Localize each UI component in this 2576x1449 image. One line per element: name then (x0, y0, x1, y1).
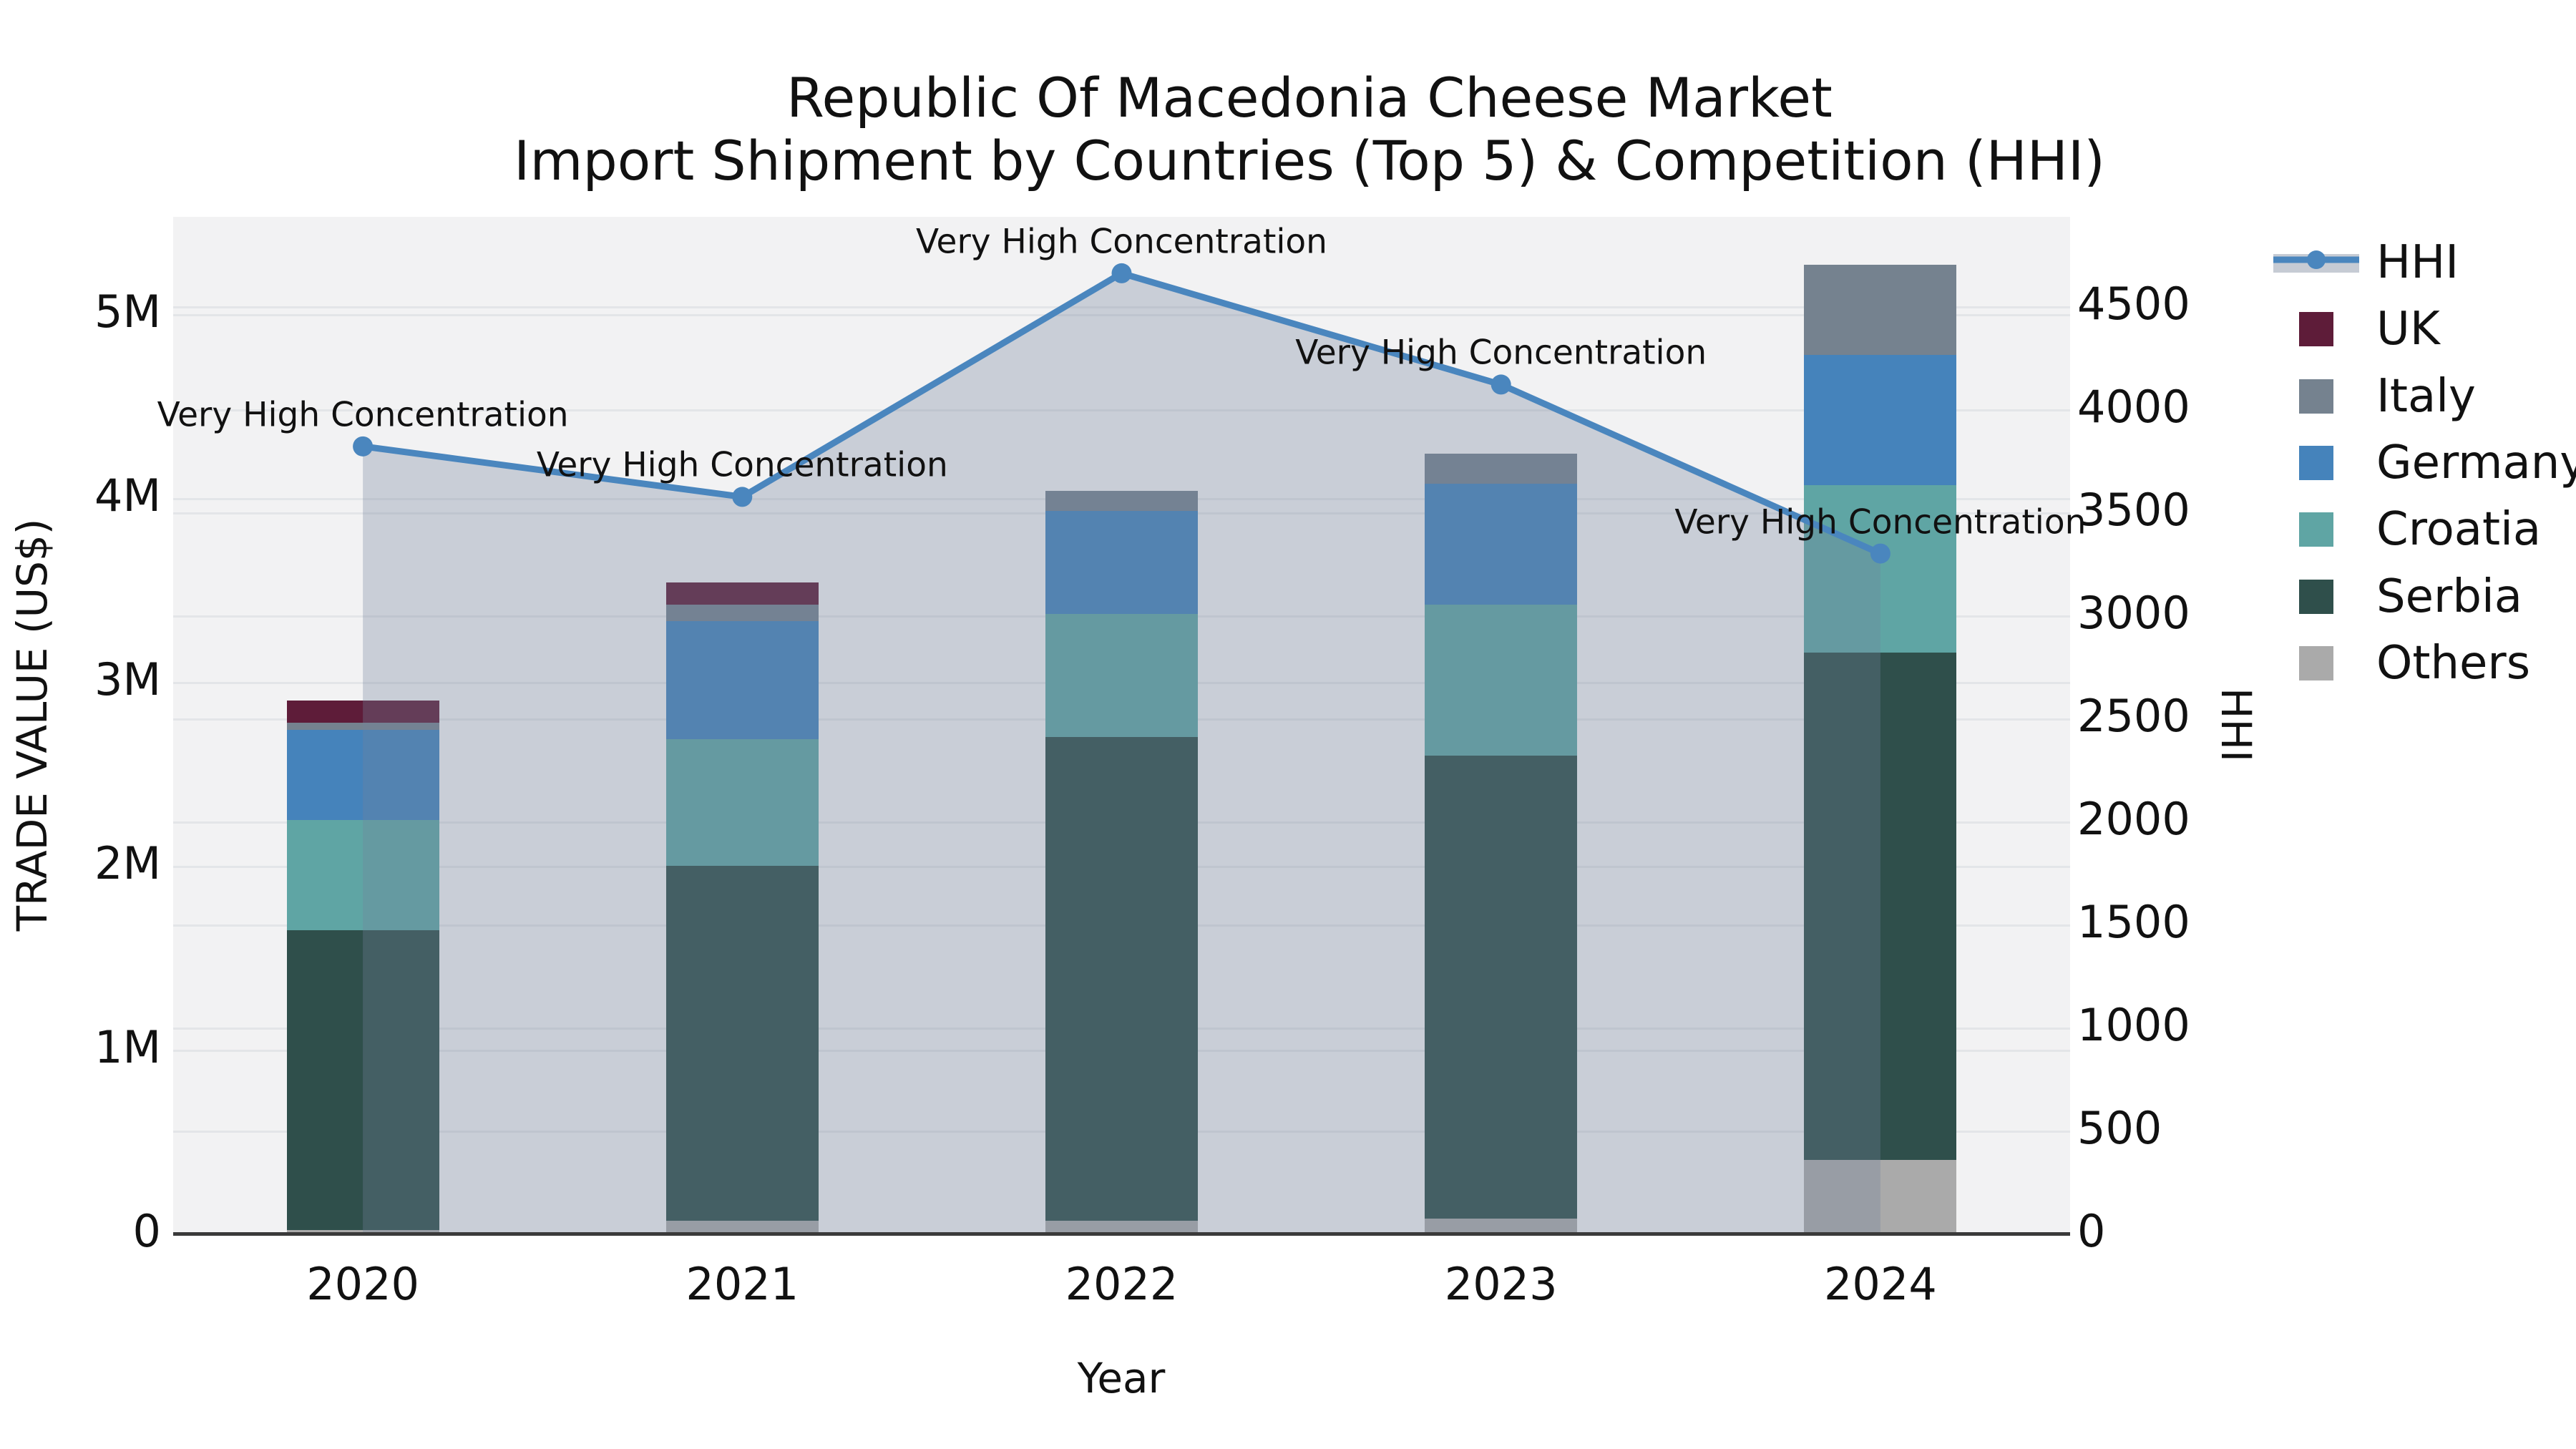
bar-segment-others-2022 (1045, 1221, 1198, 1234)
hhi-marker-2022 (1111, 263, 1132, 283)
y-right-tick-1500: 1500 (2077, 895, 2190, 948)
legend-label-others: Others (2376, 636, 2531, 690)
bar-segment-croatia-2020 (286, 819, 439, 930)
hhi-gridline (173, 306, 2070, 308)
bar-segment-others-2021 (665, 1221, 819, 1234)
bar-segment-germany-2023 (1425, 483, 1578, 605)
legend-label-italy: Italy (2376, 369, 2476, 423)
y-left-tick-3M: 3M (94, 653, 161, 706)
hhi-annotation-2020: Very High Concentration (157, 395, 569, 435)
bar-segment-italy-2021 (665, 605, 819, 622)
bar-segment-italy-2022 (1045, 490, 1198, 512)
bar-segment-croatia-2023 (1425, 605, 1578, 756)
hhi-annotation-2024: Very High Concentration (1674, 502, 2087, 542)
y-right-tick-1000: 1000 (2077, 998, 2190, 1051)
y-left-tick-0: 0 (132, 1205, 161, 1257)
y-right-tick-500: 500 (2077, 1101, 2162, 1154)
y-right-tick-2000: 2000 (2077, 792, 2190, 845)
legend-item-hhi: HHI (2273, 229, 2574, 296)
bar-segment-germany-2024 (1804, 354, 1957, 486)
bar-segment-serbia-2024 (1804, 653, 1957, 1161)
y-left-tick-5M: 5M (94, 286, 161, 338)
y-axis-right-title: HHI (2212, 687, 2260, 763)
legend-item-others: Others (2273, 630, 2574, 697)
bar-segment-serbia-2020 (286, 930, 439, 1230)
bar-segment-uk-2021 (665, 582, 819, 605)
x-tick-2022: 2022 (1065, 1258, 1179, 1310)
legend-label-croatia: Croatia (2376, 503, 2542, 557)
bar-segment-germany-2020 (286, 729, 439, 820)
legend-label-hhi: HHI (2376, 236, 2459, 289)
y-right-tick-3000: 3000 (2077, 586, 2190, 639)
germany-legend-swatch-icon (2299, 445, 2333, 480)
legend-item-serbia: Serbia (2273, 563, 2574, 630)
legend-item-italy: Italy (2273, 363, 2574, 430)
hhi-legend-swatch-icon (2273, 245, 2359, 280)
legend-label-serbia: Serbia (2376, 570, 2522, 623)
y-right-tick-4000: 4000 (2077, 380, 2190, 433)
bar-segment-italy-2023 (1425, 454, 1578, 484)
hhi-gridline (173, 409, 2070, 411)
bar-segment-others-2024 (1804, 1160, 1957, 1234)
bar-segment-italy-2024 (1804, 264, 1957, 355)
legend-item-uk: UK (2273, 296, 2574, 363)
y-left-tick-4M: 4M (94, 469, 161, 522)
bar-segment-italy-2020 (286, 722, 439, 730)
bar-segment-serbia-2023 (1425, 755, 1578, 1219)
hhi-marker-2021 (732, 487, 753, 507)
legend-label-germany: Germany (2376, 436, 2576, 489)
x-tick-2023: 2023 (1444, 1258, 1558, 1310)
x-axis-line (173, 1232, 2070, 1236)
y-right-tick-3500: 3500 (2077, 483, 2190, 536)
y-right-tick-2500: 2500 (2077, 689, 2190, 742)
bar-segment-uk-2020 (286, 700, 439, 723)
hhi-marker-2023 (1491, 374, 1511, 395)
hhi-marker-2024 (1870, 543, 1890, 564)
y-right-tick-4500: 4500 (2077, 277, 2190, 330)
y-axis-left-title: TRADE VALUE (US$) (8, 518, 57, 932)
uk-legend-swatch-icon (2299, 312, 2333, 347)
italy-legend-swatch-icon (2299, 379, 2333, 414)
others-legend-swatch-icon (2299, 645, 2333, 680)
legend-item-croatia: Croatia (2273, 496, 2574, 563)
bar-segment-others-2020 (286, 1229, 439, 1234)
hhi-annotation-2022: Very High Concentration (916, 222, 1327, 262)
bar-segment-others-2023 (1425, 1219, 1578, 1234)
legend-label-uk: UK (2376, 303, 2440, 356)
y-left-tick-1M: 1M (94, 1021, 161, 1074)
croatia-legend-swatch-icon (2299, 512, 2333, 547)
legend-item-germany: Germany (2273, 429, 2576, 497)
x-tick-2021: 2021 (686, 1258, 799, 1310)
hhi-area-fill (363, 273, 1880, 1234)
bar-segment-germany-2022 (1045, 511, 1198, 615)
hhi-marker-2020 (353, 436, 374, 457)
bar-segment-croatia-2024 (1804, 485, 1957, 653)
x-axis-title: Year (1077, 1354, 1166, 1402)
bar-segment-germany-2021 (665, 621, 819, 739)
hhi-annotation-2023: Very High Concentration (1295, 333, 1707, 373)
x-tick-2024: 2024 (1823, 1258, 1937, 1310)
bar-segment-croatia-2022 (1045, 614, 1198, 738)
y-left-tick-2M: 2M (94, 837, 161, 890)
hhi-annotation-2021: Very High Concentration (536, 445, 948, 485)
x-tick-2020: 2020 (306, 1258, 419, 1310)
serbia-legend-swatch-icon (2299, 579, 2333, 614)
bar-segment-serbia-2022 (1045, 737, 1198, 1221)
bar-segment-serbia-2021 (665, 866, 819, 1221)
chart-title-line1: Republic Of Macedonia Cheese Market (786, 66, 1833, 130)
y-right-tick-0: 0 (2077, 1205, 2106, 1257)
bar-segment-croatia-2021 (665, 738, 819, 867)
plot-area (173, 217, 2070, 1234)
chart-title-line2: Import Shipment by Countries (Top 5) & C… (514, 129, 2105, 192)
trade-gridline (173, 314, 2070, 317)
